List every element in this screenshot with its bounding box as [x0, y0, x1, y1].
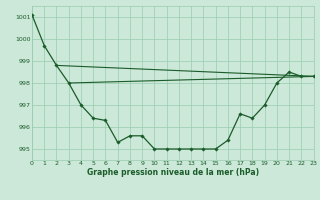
X-axis label: Graphe pression niveau de la mer (hPa): Graphe pression niveau de la mer (hPa)	[87, 168, 259, 177]
